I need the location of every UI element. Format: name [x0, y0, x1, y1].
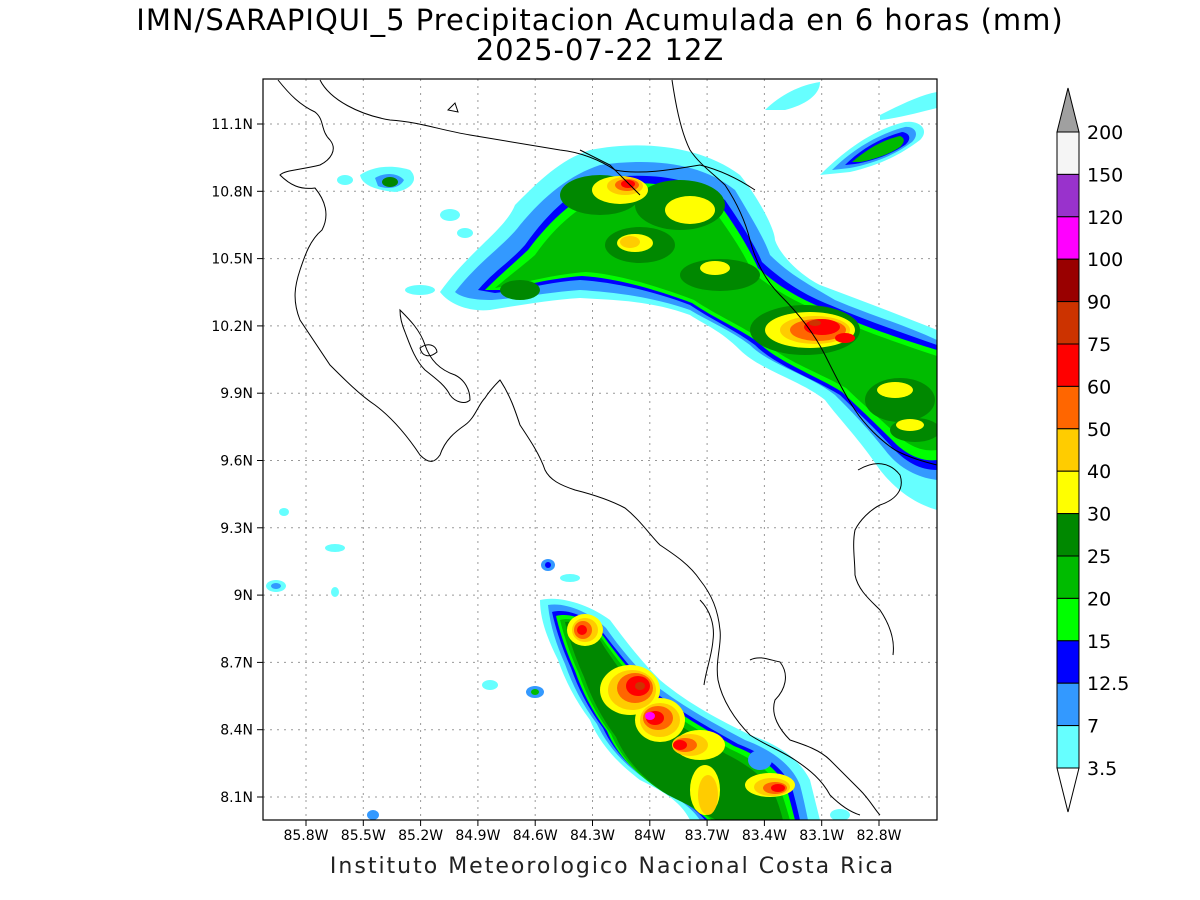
- colorbar-over-arrow: [1056, 87, 1080, 133]
- colorbar-label: 15: [1087, 631, 1111, 653]
- colorbar-label: 90: [1087, 292, 1111, 314]
- lon-tick-label: 82.8W: [856, 828, 901, 844]
- lat-tick-label: 11.1N: [211, 117, 253, 133]
- lat-tick-label: 10.8N: [211, 184, 253, 200]
- colorbar-swatch: [1056, 173, 1080, 218]
- lon-tick-label: 83.4W: [742, 828, 787, 844]
- rain-band-north: [337, 82, 937, 510]
- lat-tick-label: 8.1N: [220, 790, 253, 806]
- colorbar-label: 50: [1087, 419, 1111, 441]
- colorbar-label: 3.5: [1087, 758, 1117, 780]
- coastline: [277, 79, 937, 816]
- colorbar-swatch: [1056, 513, 1080, 557]
- colorbar-label: 150: [1087, 164, 1123, 186]
- map-frame: [262, 78, 938, 821]
- precipitation-field: [266, 82, 937, 820]
- lat-tick-label: 8.7N: [220, 655, 253, 671]
- colorbar-swatch: [1056, 216, 1080, 260]
- colorbar-swatch: [1056, 428, 1080, 472]
- colorbar-swatch: [1056, 640, 1080, 684]
- lat-tick-label: 8.4N: [220, 723, 253, 739]
- footer-credit: Instituto Meteorologico Nacional Costa R…: [329, 854, 896, 879]
- chart-subtitle: 2025-07-22 12Z: [475, 33, 725, 67]
- lat-tick-label: 9.6N: [220, 454, 253, 470]
- colorbar-label: 40: [1087, 461, 1111, 483]
- lat-tick-label: 9.3N: [220, 521, 253, 537]
- colorbar-swatch: [1056, 343, 1080, 387]
- lon-tick-label: 83.1W: [799, 828, 844, 844]
- lon-tick-label: 84.9W: [455, 828, 500, 844]
- lon-tick-label: 84.3W: [570, 828, 615, 844]
- colorbar-label: 30: [1087, 504, 1111, 526]
- longitude-axis: 85.8W 85.5W 85.2W 84.9W 84.6W 84.3W 84W 83.7W 83…: [283, 820, 902, 844]
- colorbar-under-arrow: [1056, 767, 1080, 813]
- colorbar-label: 60: [1087, 376, 1111, 398]
- colorbar-swatch: [1056, 555, 1080, 599]
- colorbar-swatch: [1056, 131, 1080, 175]
- lon-tick-label: 85.5W: [341, 828, 386, 844]
- colorbar-swatch: [1056, 682, 1080, 727]
- colorbar-label: 200: [1087, 122, 1123, 144]
- lon-tick-label: 84W: [634, 828, 666, 844]
- colorbar-swatch: [1056, 597, 1080, 642]
- lon-tick-label: 85.8W: [283, 828, 328, 844]
- colorbar-label: 75: [1087, 334, 1111, 356]
- lon-tick-label: 83.7W: [685, 828, 730, 844]
- colorbar-label: 100: [1087, 249, 1123, 271]
- rain-band-south: [266, 508, 850, 820]
- lat-tick-label: 10.2N: [211, 319, 253, 335]
- lat-tick-label: 10.5N: [211, 252, 253, 268]
- lat-tick-label: 9N: [234, 588, 253, 604]
- colorbar-swatch: [1056, 470, 1080, 515]
- lat-tick-label: 9.9N: [220, 386, 253, 402]
- colorbar-swatch: [1056, 301, 1080, 345]
- colorbar-label: 20: [1087, 588, 1111, 610]
- colorbar-label: 7: [1087, 716, 1099, 738]
- colorbar-label: 25: [1087, 546, 1111, 568]
- chart-title: IMN/SARAPIQUI_5 Precipitacion Acumulada …: [136, 3, 1064, 37]
- colorbar-swatch: [1056, 725, 1080, 769]
- colorbar-swatch: [1056, 258, 1080, 303]
- lon-tick-label: 84.6W: [513, 828, 558, 844]
- lon-tick-label: 85.2W: [398, 828, 443, 844]
- latitude-axis: 11.1N 10.8N 10.5N 10.2N 9.9N 9.6N 9.3N 9N 8.7N 8.…: [211, 117, 263, 806]
- colorbar-label: 12.5: [1087, 673, 1129, 695]
- colorbar-swatch: [1056, 385, 1080, 430]
- map-grid: [263, 79, 937, 820]
- colorbar-label: 120: [1087, 207, 1123, 229]
